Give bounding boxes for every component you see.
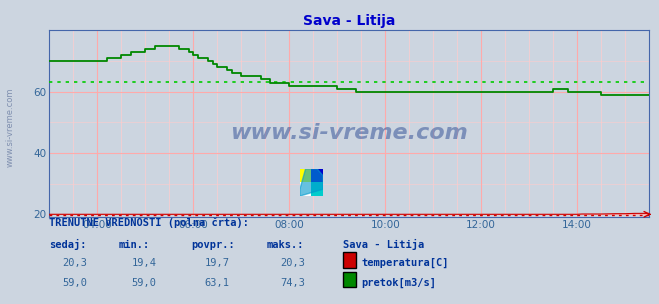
Bar: [300, 169, 312, 182]
Text: min.:: min.:: [119, 240, 150, 250]
Polygon shape: [300, 169, 323, 196]
Text: 63,1: 63,1: [204, 278, 229, 288]
Text: 19,7: 19,7: [204, 258, 229, 268]
Text: 59,0: 59,0: [132, 278, 157, 288]
Text: 19,4: 19,4: [132, 258, 157, 268]
Text: TRENUTNE VREDNOSTI (polna črta):: TRENUTNE VREDNOSTI (polna črta):: [49, 218, 249, 229]
Text: 74,3: 74,3: [280, 278, 305, 288]
Text: pretok[m3/s]: pretok[m3/s]: [361, 278, 436, 288]
Text: 20,3: 20,3: [280, 258, 305, 268]
Text: www.si-vreme.com: www.si-vreme.com: [5, 88, 14, 168]
Text: povpr.:: povpr.:: [191, 240, 235, 250]
Text: Sava - Litija: Sava - Litija: [343, 239, 424, 250]
Bar: [300, 182, 312, 196]
Title: Sava - Litija: Sava - Litija: [303, 14, 395, 28]
Text: 59,0: 59,0: [63, 278, 88, 288]
Text: 20,3: 20,3: [63, 258, 88, 268]
Text: www.si-vreme.com: www.si-vreme.com: [231, 123, 468, 143]
Bar: [312, 182, 323, 196]
Text: temperatura[C]: temperatura[C]: [361, 258, 449, 268]
Bar: [312, 169, 323, 182]
Text: maks.:: maks.:: [267, 240, 304, 250]
Text: sedaj:: sedaj:: [49, 239, 87, 250]
